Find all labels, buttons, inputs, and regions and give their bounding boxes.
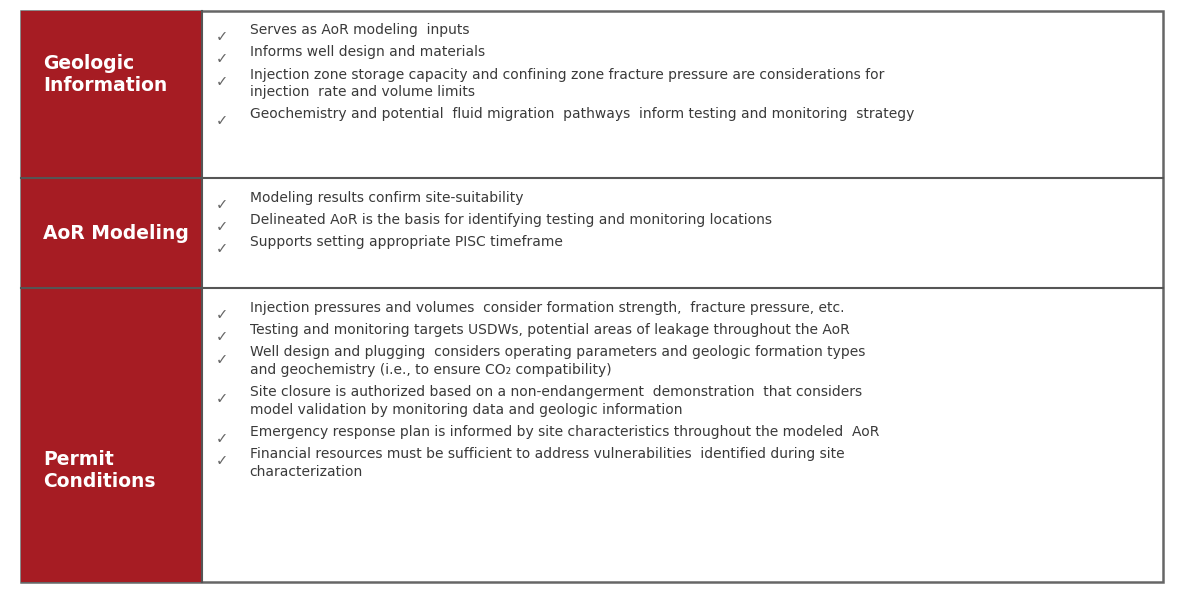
Text: ✓: ✓ xyxy=(215,197,229,212)
Text: Injection zone storage capacity and confining zone fracture pressure are conside: Injection zone storage capacity and conf… xyxy=(250,68,884,100)
Text: AoR Modeling: AoR Modeling xyxy=(43,224,188,243)
Text: ✓: ✓ xyxy=(215,453,229,468)
Text: Geologic
Information: Geologic Information xyxy=(43,54,167,95)
Text: ✓: ✓ xyxy=(215,352,229,366)
Text: Geochemistry and potential  fluid migration  pathways  inform testing and monito: Geochemistry and potential fluid migrati… xyxy=(250,107,914,122)
Text: Permit
Conditions: Permit Conditions xyxy=(43,450,155,491)
Text: ✓: ✓ xyxy=(215,391,229,406)
Text: ✓: ✓ xyxy=(215,113,229,129)
Text: Testing and monitoring targets USDWs, potential areas of leakage throughout the : Testing and monitoring targets USDWs, po… xyxy=(250,323,849,337)
Text: ✓: ✓ xyxy=(215,307,229,322)
Bar xyxy=(21,289,201,582)
Text: Modeling results confirm site-suitability: Modeling results confirm site-suitabilit… xyxy=(250,190,523,205)
Text: ✓: ✓ xyxy=(215,219,229,234)
Text: ✓: ✓ xyxy=(215,52,229,66)
Text: ✓: ✓ xyxy=(215,74,229,89)
Text: Delineated AoR is the basis for identifying testing and monitoring locations: Delineated AoR is the basis for identify… xyxy=(250,213,772,227)
Text: Site closure is authorized based on a non-endangerment  demonstration  that cons: Site closure is authorized based on a no… xyxy=(250,385,862,417)
Text: Supports setting appropriate PISC timeframe: Supports setting appropriate PISC timefr… xyxy=(250,235,562,249)
Text: Well design and plugging  considers operating parameters and geologic formation : Well design and plugging considers opera… xyxy=(250,345,866,377)
Bar xyxy=(21,11,201,178)
Text: ✓: ✓ xyxy=(215,431,229,446)
Text: Financial resources must be sufficient to address vulnerabilities  identified du: Financial resources must be sufficient t… xyxy=(250,447,844,479)
Text: ✓: ✓ xyxy=(215,241,229,256)
Bar xyxy=(21,178,201,289)
Text: Informs well design and materials: Informs well design and materials xyxy=(250,45,484,59)
Text: Serves as AoR modeling  inputs: Serves as AoR modeling inputs xyxy=(250,23,469,37)
Text: ✓: ✓ xyxy=(215,329,229,345)
Text: Emergency response plan is informed by site characteristics throughout the model: Emergency response plan is informed by s… xyxy=(250,425,879,439)
Text: Injection pressures and volumes  consider formation strength,  fracture pressure: Injection pressures and volumes consider… xyxy=(250,301,844,315)
Text: ✓: ✓ xyxy=(215,29,229,44)
